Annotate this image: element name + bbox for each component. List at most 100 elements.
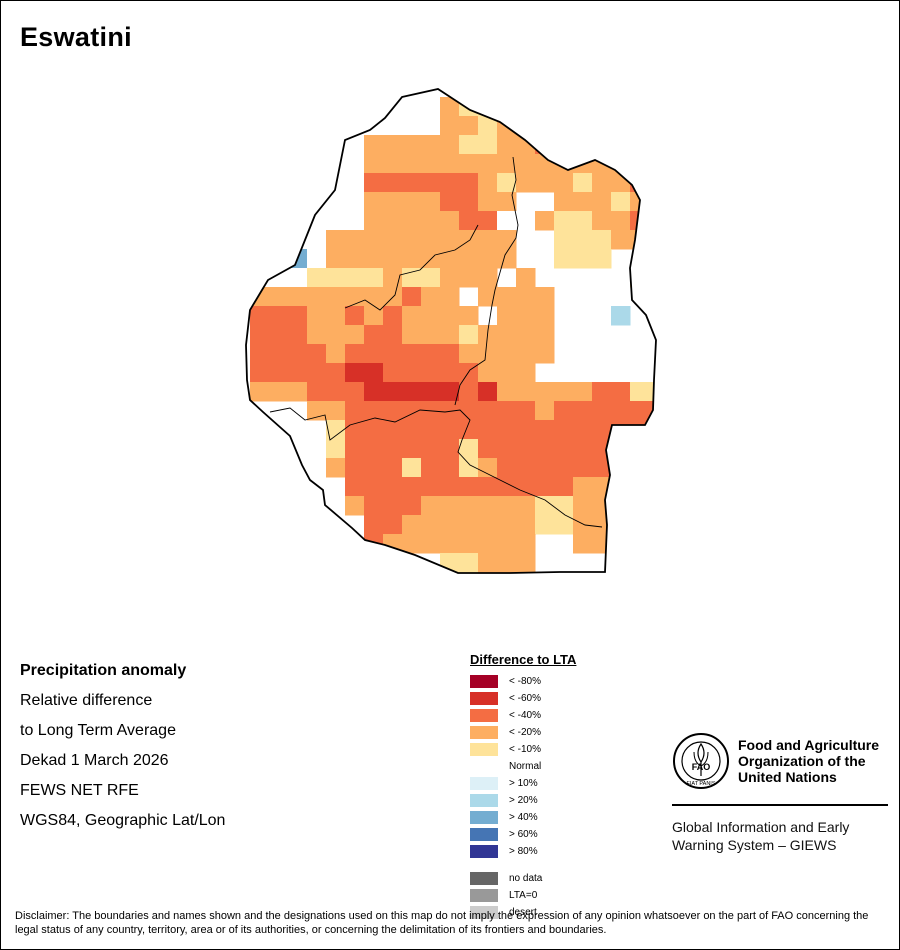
anomaly-cell	[497, 553, 517, 573]
anomaly-cell	[364, 382, 384, 402]
legend-label: Normal	[509, 761, 542, 772]
anomaly-cell	[706, 325, 726, 345]
anomaly-cell	[459, 401, 479, 421]
anomaly-cell	[706, 458, 726, 478]
anomaly-cell	[383, 230, 403, 250]
region-boundary-west	[344, 224, 479, 311]
anomaly-cell	[459, 89, 479, 98]
legend-item: no data	[470, 870, 576, 887]
anomaly-cell	[687, 135, 707, 155]
anomaly-cell	[440, 382, 460, 402]
legend-swatch	[470, 777, 498, 790]
anomaly-cell	[364, 154, 384, 174]
anomaly-cell	[440, 97, 460, 117]
anomaly-cell	[364, 344, 384, 364]
anomaly-cell	[649, 458, 656, 478]
anomaly-cell	[421, 306, 441, 326]
anomaly-cell	[706, 154, 726, 174]
anomaly-cell	[440, 439, 460, 459]
anomaly-cell	[554, 382, 574, 402]
anomaly-cell	[706, 477, 726, 497]
anomaly-cell	[573, 135, 593, 155]
anomaly-cell	[725, 287, 745, 307]
anomaly-cell	[649, 268, 656, 288]
anomaly-cell	[364, 173, 384, 193]
anomaly-cell	[383, 515, 403, 535]
anomaly-cell	[364, 363, 384, 383]
anomaly-cell	[497, 154, 517, 174]
info-source: FEWS NET RFE	[20, 782, 139, 799]
anomaly-cell	[459, 477, 479, 497]
anomaly-cell	[497, 496, 517, 516]
anomaly-grid	[250, 89, 745, 573]
anomaly-cell	[706, 211, 726, 231]
legend-item: > 10%	[470, 775, 576, 792]
anomaly-cell	[402, 230, 422, 250]
anomaly-cell	[440, 211, 460, 231]
anomaly-cell	[250, 363, 270, 383]
anomaly-cell	[497, 477, 517, 497]
anomaly-cell	[687, 154, 707, 174]
anomaly-cell	[611, 154, 631, 174]
anomaly-cell	[421, 439, 441, 459]
anomaly-cell	[307, 306, 327, 326]
anomaly-cell	[402, 192, 422, 212]
anomaly-cell	[687, 515, 707, 535]
anomaly-cell	[554, 401, 574, 421]
legend-label: > 40%	[509, 812, 538, 823]
anomaly-cell	[554, 230, 574, 250]
anomaly-cell	[706, 382, 726, 402]
anomaly-cell	[668, 420, 688, 440]
anomaly-cell	[687, 192, 707, 212]
anomaly-cell	[421, 268, 441, 288]
anomaly-cell	[516, 363, 536, 383]
anomaly-cell	[516, 325, 536, 345]
legend-swatch	[470, 692, 498, 705]
anomaly-cell	[421, 325, 441, 345]
anomaly-cell	[440, 534, 460, 554]
anomaly-cell	[630, 496, 650, 516]
anomaly-cell	[668, 211, 688, 231]
anomaly-cell	[478, 363, 498, 383]
map-info: Precipitation anomaly Relative differenc…	[20, 656, 225, 836]
anomaly-cell	[554, 249, 574, 269]
anomaly-cell	[440, 344, 460, 364]
anomaly-cell	[516, 344, 536, 364]
anomaly-cell	[592, 401, 612, 421]
anomaly-cell	[706, 268, 726, 288]
anomaly-cell	[687, 439, 707, 459]
anomaly-cell	[402, 382, 422, 402]
giews-line-2: Warning System – GIEWS	[672, 837, 837, 853]
anomaly-cell	[478, 420, 498, 440]
anomaly-cell	[402, 496, 422, 516]
anomaly-cell	[611, 211, 631, 231]
anomaly-cell	[649, 135, 656, 155]
anomaly-cell	[345, 496, 365, 516]
anomaly-cell	[364, 325, 384, 345]
anomaly-cell	[421, 382, 441, 402]
anomaly-cell	[478, 154, 498, 174]
anomaly-cell	[535, 458, 555, 478]
giews-line-1: Global Information and Early	[672, 819, 850, 835]
anomaly-cell	[402, 439, 422, 459]
anomaly-cell	[459, 192, 479, 212]
anomaly-cell	[440, 135, 460, 155]
anomaly-cell	[402, 325, 422, 345]
anomaly-cell	[725, 211, 745, 231]
legend-label: < -40%	[509, 710, 541, 721]
anomaly-cell	[573, 211, 593, 231]
anomaly-cell	[516, 116, 536, 136]
anomaly-cell	[383, 363, 403, 383]
anomaly-cell	[345, 268, 365, 288]
anomaly-cell	[307, 249, 327, 269]
anomaly-cell	[592, 230, 612, 250]
anomaly-cell	[630, 534, 650, 554]
legend-label: no data	[509, 873, 543, 884]
legend-item: > 40%	[470, 809, 576, 826]
anomaly-cell	[592, 515, 612, 535]
legend-item: < -40%	[470, 707, 576, 724]
anomaly-cell	[402, 135, 422, 155]
anomaly-cell	[459, 211, 479, 231]
anomaly-cell	[725, 173, 745, 193]
anomaly-cell	[535, 287, 555, 307]
